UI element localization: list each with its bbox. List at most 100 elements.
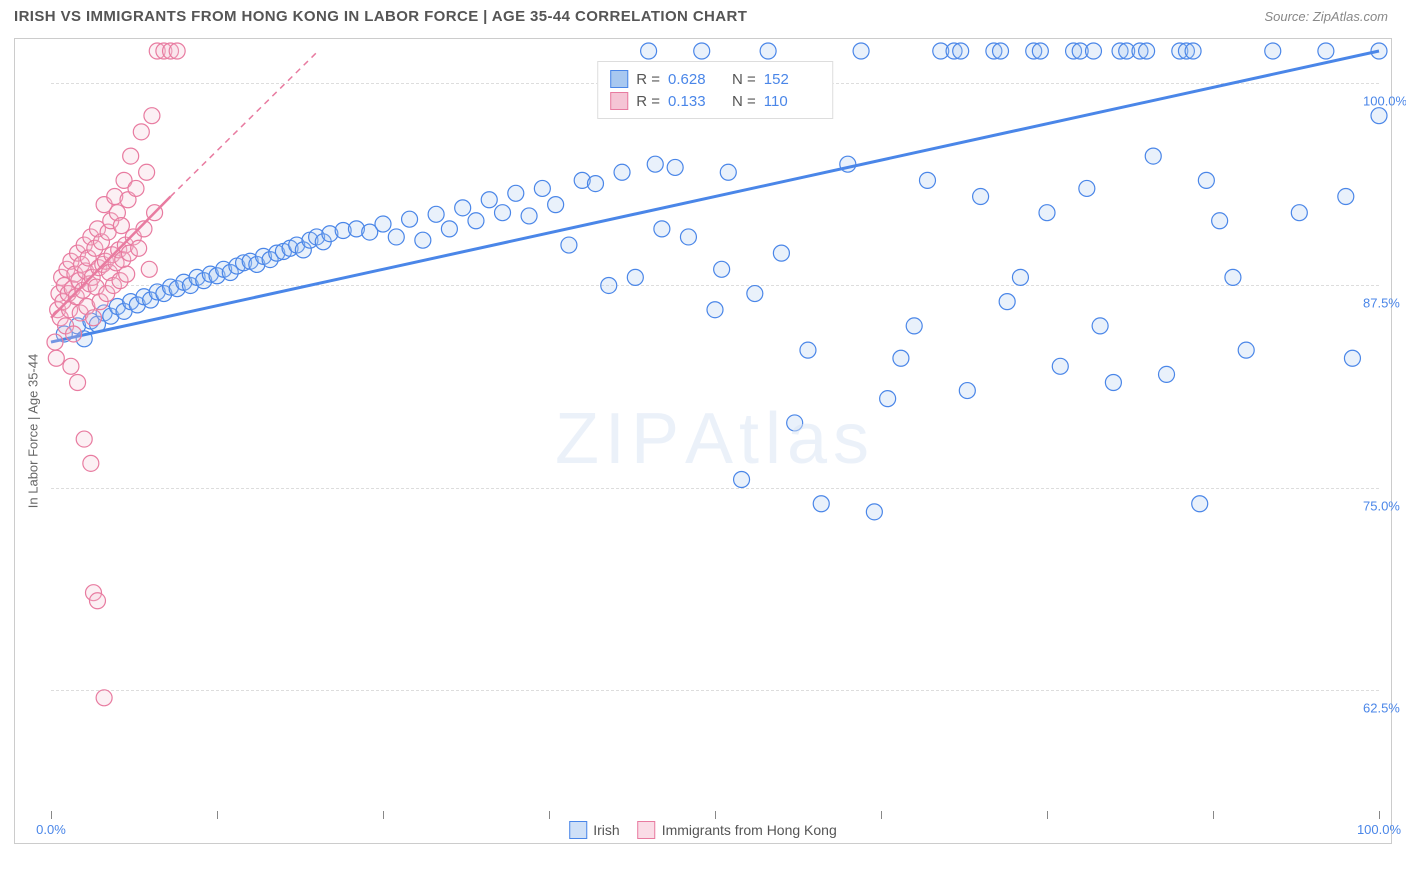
x-tick bbox=[51, 811, 52, 819]
point-irish bbox=[1105, 374, 1121, 390]
point-hk bbox=[47, 334, 63, 350]
point-irish bbox=[647, 156, 663, 172]
point-irish bbox=[495, 205, 511, 221]
point-irish bbox=[388, 229, 404, 245]
point-irish bbox=[654, 221, 670, 237]
r-value-hk: 0.133 bbox=[668, 93, 724, 110]
point-hk bbox=[63, 358, 79, 374]
point-irish bbox=[1145, 148, 1161, 164]
point-irish bbox=[601, 277, 617, 293]
x-tick-label: 0.0% bbox=[36, 822, 66, 837]
point-irish bbox=[714, 261, 730, 277]
point-irish bbox=[720, 164, 736, 180]
point-irish bbox=[866, 504, 882, 520]
point-irish bbox=[1371, 108, 1387, 124]
y-axis-label: In Labor Force | Age 35-44 bbox=[26, 354, 41, 508]
point-irish bbox=[441, 221, 457, 237]
r-label: R = bbox=[636, 93, 660, 110]
point-irish bbox=[1225, 269, 1241, 285]
point-irish bbox=[1052, 358, 1068, 374]
point-hk bbox=[76, 431, 92, 447]
point-irish bbox=[953, 43, 969, 59]
point-irish bbox=[694, 43, 710, 59]
point-irish bbox=[893, 350, 909, 366]
x-tick-label: 100.0% bbox=[1357, 822, 1401, 837]
point-hk bbox=[83, 455, 99, 471]
point-irish bbox=[1338, 189, 1354, 205]
point-irish bbox=[1079, 180, 1095, 196]
point-irish bbox=[1139, 43, 1155, 59]
point-irish bbox=[813, 496, 829, 512]
point-irish bbox=[1238, 342, 1254, 358]
point-irish bbox=[959, 383, 975, 399]
legend-swatch bbox=[569, 821, 587, 839]
x-tick bbox=[1047, 811, 1048, 819]
n-value-hk: 110 bbox=[764, 93, 820, 110]
point-irish bbox=[1291, 205, 1307, 221]
point-irish bbox=[734, 472, 750, 488]
point-hk bbox=[66, 326, 82, 342]
point-hk bbox=[169, 43, 185, 59]
point-irish bbox=[641, 43, 657, 59]
trendline-dashed-hk bbox=[171, 51, 319, 197]
point-irish bbox=[906, 318, 922, 334]
n-value-irish: 152 bbox=[764, 71, 820, 88]
point-irish bbox=[428, 206, 444, 222]
point-hk bbox=[123, 148, 139, 164]
r-value-irish: 0.628 bbox=[668, 71, 724, 88]
bottom-legend: Irish Immigrants from Hong Kong bbox=[569, 821, 837, 839]
point-irish bbox=[1085, 43, 1101, 59]
point-irish bbox=[627, 269, 643, 285]
point-irish bbox=[1198, 172, 1214, 188]
point-irish bbox=[1265, 43, 1281, 59]
point-irish bbox=[1185, 43, 1201, 59]
chart-container: In Labor Force | Age 35-44 62.5%75.0%87.… bbox=[14, 38, 1392, 844]
swatch-irish bbox=[610, 70, 628, 88]
swatch-hk bbox=[610, 92, 628, 110]
chart-title: IRISH VS IMMIGRANTS FROM HONG KONG IN LA… bbox=[14, 8, 747, 25]
point-irish bbox=[1192, 496, 1208, 512]
point-irish bbox=[707, 302, 723, 318]
point-irish bbox=[561, 237, 577, 253]
x-tick bbox=[1379, 811, 1380, 819]
point-hk bbox=[48, 350, 64, 366]
point-hk bbox=[139, 164, 155, 180]
point-irish bbox=[800, 342, 816, 358]
x-tick bbox=[549, 811, 550, 819]
legend-stats-row-hk: R = 0.133 N = 110 bbox=[610, 90, 820, 112]
point-irish bbox=[481, 192, 497, 208]
point-irish bbox=[1012, 269, 1028, 285]
point-irish bbox=[973, 189, 989, 205]
legend-label: Irish bbox=[593, 822, 619, 838]
point-hk bbox=[133, 124, 149, 140]
n-label: N = bbox=[732, 71, 756, 88]
legend-item: Irish bbox=[569, 821, 619, 839]
point-hk bbox=[85, 310, 101, 326]
x-tick bbox=[217, 811, 218, 819]
point-hk bbox=[128, 180, 144, 196]
point-irish bbox=[415, 232, 431, 248]
point-irish bbox=[402, 211, 418, 227]
point-irish bbox=[521, 208, 537, 224]
point-hk bbox=[141, 261, 157, 277]
point-irish bbox=[508, 185, 524, 201]
point-irish bbox=[760, 43, 776, 59]
point-irish bbox=[1318, 43, 1334, 59]
point-irish bbox=[587, 176, 603, 192]
legend-swatch bbox=[638, 821, 656, 839]
point-irish bbox=[375, 216, 391, 232]
n-label: N = bbox=[732, 93, 756, 110]
point-irish bbox=[667, 159, 683, 175]
point-hk bbox=[144, 108, 160, 124]
point-hk bbox=[70, 374, 86, 390]
point-irish bbox=[1212, 213, 1228, 229]
point-hk bbox=[131, 240, 147, 256]
legend-item: Immigrants from Hong Kong bbox=[638, 821, 837, 839]
plot-area: In Labor Force | Age 35-44 62.5%75.0%87.… bbox=[51, 51, 1379, 811]
point-irish bbox=[747, 286, 763, 302]
point-irish bbox=[1032, 43, 1048, 59]
point-irish bbox=[919, 172, 935, 188]
point-irish bbox=[1092, 318, 1108, 334]
x-tick bbox=[715, 811, 716, 819]
point-irish bbox=[548, 197, 564, 213]
